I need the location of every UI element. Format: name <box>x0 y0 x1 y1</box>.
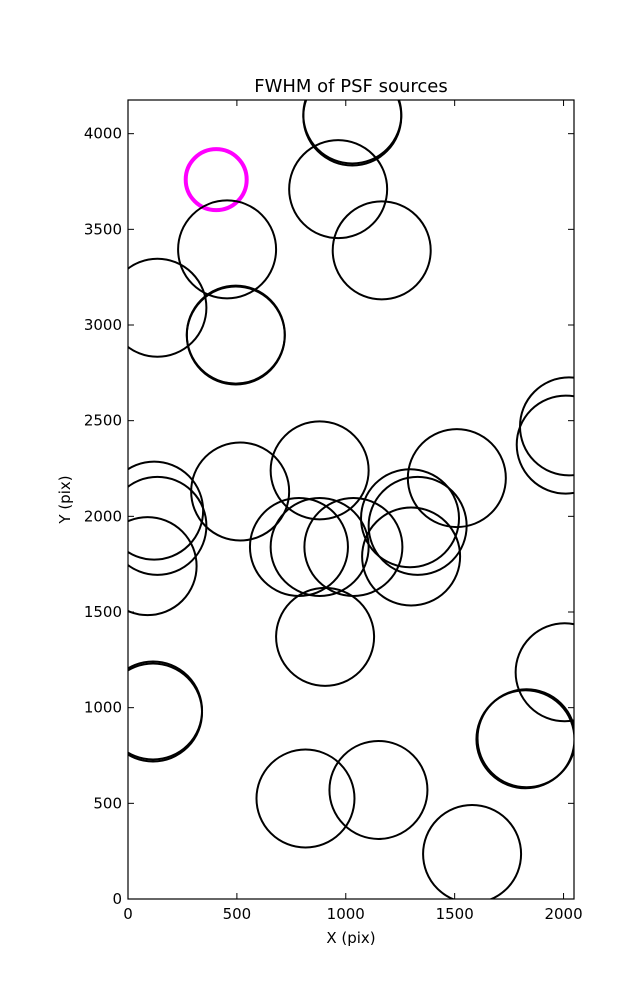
psf-source-circle <box>248 496 349 597</box>
axis-ticks: 0 500 1000 1500 2000 0 500 1000 1500 2000 2500 3000… <box>84 100 583 923</box>
psf-source-circle <box>269 420 370 521</box>
y-axis-label: Y (pix) <box>56 475 74 524</box>
y-tick-label: 4000 <box>84 125 122 143</box>
psf-source-circle <box>515 394 574 495</box>
psf-source-circle <box>177 199 278 300</box>
x-tick-label: 1500 <box>436 905 474 923</box>
chart-title: FWHM of PSF sources <box>254 76 448 97</box>
psf-source-circles <box>128 100 574 899</box>
x-axis-label: X (pix) <box>326 929 375 947</box>
psf-source-circle <box>328 739 429 840</box>
psf-source-circle <box>361 506 462 607</box>
psf-source-circle <box>128 662 204 763</box>
y-tick-label: 0 <box>112 890 122 908</box>
y-tick-label: 2500 <box>84 412 122 430</box>
y-tick-label: 1500 <box>84 603 122 621</box>
y-tick-label: 3500 <box>84 220 122 238</box>
plot-frame <box>127 99 575 900</box>
y-tick-label: 2000 <box>84 507 122 525</box>
y-tick-label: 3000 <box>84 316 122 334</box>
psf-source-circle <box>367 475 468 576</box>
psf-source-circle <box>360 468 461 569</box>
psf-source-circle <box>128 257 208 358</box>
psf-source-circle <box>514 622 574 723</box>
x-tick-label: 0 <box>123 905 133 923</box>
psf-source-circle <box>302 100 403 165</box>
psf-source-circle <box>128 516 198 617</box>
x-tick-label: 2000 <box>544 905 582 923</box>
psf-source-circle <box>128 475 208 576</box>
psf-source-circle <box>331 200 432 301</box>
psf-source-circle <box>269 496 370 597</box>
psf-source-circle <box>475 689 574 790</box>
y-tick-label: 1000 <box>84 699 122 717</box>
psf-source-circle <box>185 285 286 386</box>
y-tick-label: 500 <box>93 794 122 812</box>
psf-source-circle <box>183 147 249 213</box>
psf-source-circle <box>255 748 356 849</box>
psf-source-circle <box>422 804 523 899</box>
psf-source-circle <box>519 376 574 477</box>
x-tick-label: 500 <box>223 905 252 923</box>
x-tick-label: 1000 <box>327 905 365 923</box>
psf-source-circle <box>288 139 389 240</box>
psf-source-circle <box>275 586 376 687</box>
